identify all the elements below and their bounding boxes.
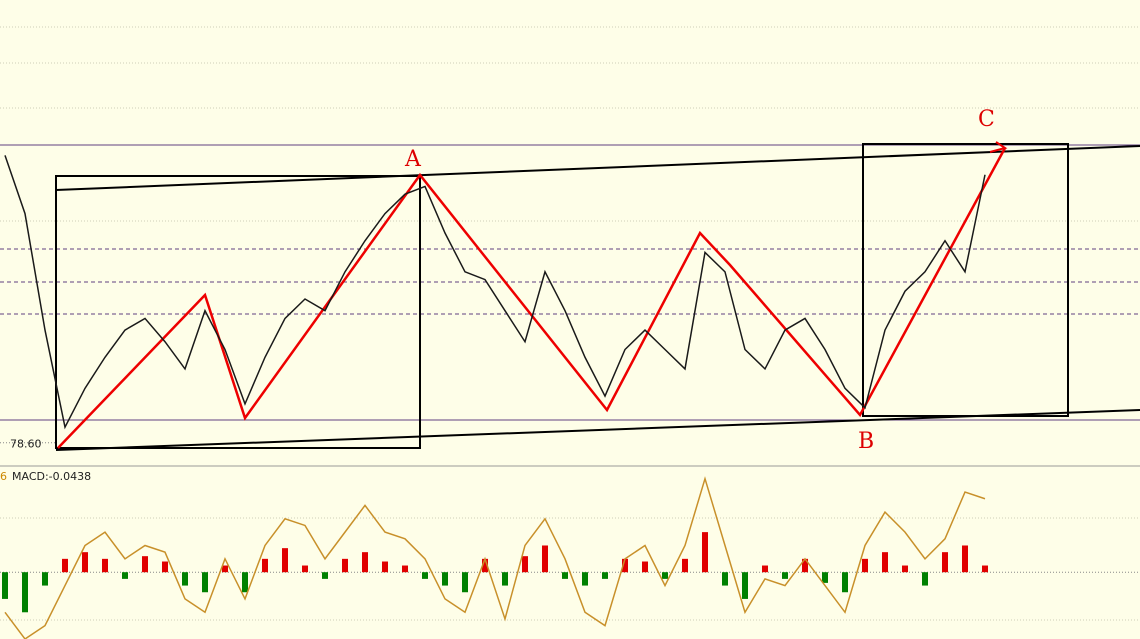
macd-bar xyxy=(902,565,908,573)
macd-bar xyxy=(282,548,288,573)
macd-bar xyxy=(182,572,188,586)
macd-bar xyxy=(602,572,608,579)
macd-bar xyxy=(482,558,488,573)
macd-bar xyxy=(722,572,728,586)
macd-bar xyxy=(462,572,468,593)
macd-bar xyxy=(262,558,268,573)
macd-bar xyxy=(802,558,808,573)
dif-line xyxy=(4,476,986,639)
boxes xyxy=(55,143,1140,451)
macd-bar xyxy=(862,558,868,573)
macd-bar xyxy=(142,556,148,573)
macd-bar xyxy=(762,565,768,573)
macd-bar xyxy=(942,552,948,573)
macd-bar xyxy=(322,572,328,579)
annotation: A xyxy=(404,147,422,172)
macd-bar xyxy=(362,552,368,573)
macd-bar xyxy=(302,565,308,573)
macd-bar xyxy=(162,561,168,573)
macd-bar xyxy=(242,572,248,593)
grid xyxy=(0,26,1140,621)
y-tick-label: 78.60 xyxy=(10,438,42,451)
macd-bar xyxy=(582,572,588,586)
macd-bar xyxy=(22,572,28,613)
macd-bar xyxy=(122,572,128,579)
levels xyxy=(0,144,1140,421)
macd-bar xyxy=(382,561,388,573)
macd-bar xyxy=(682,558,688,573)
macd-bar xyxy=(882,552,888,573)
annotation: B xyxy=(858,429,874,454)
macd-bar xyxy=(522,556,528,573)
macd-bar xyxy=(82,552,88,573)
macd-bar xyxy=(442,572,448,586)
macd-bar xyxy=(422,572,428,579)
price-line xyxy=(4,155,986,430)
macd-bar xyxy=(622,558,628,573)
macd-bar xyxy=(342,558,348,573)
macd-bar xyxy=(562,572,568,579)
macd-bar xyxy=(202,572,208,593)
indicator-title: MACD:-0.0438 xyxy=(12,470,91,483)
macd-bar xyxy=(842,572,848,593)
macd-bar xyxy=(402,565,408,573)
macd-bar xyxy=(2,572,8,599)
macd-bar xyxy=(502,572,508,586)
macd-bar xyxy=(982,565,988,573)
macd-bar xyxy=(102,558,108,573)
macd-bar xyxy=(922,572,928,586)
macd-bar xyxy=(962,545,968,573)
macd-bar xyxy=(662,572,668,579)
macd-bar xyxy=(62,558,68,573)
macd-bar xyxy=(822,572,828,583)
arrow-head xyxy=(989,141,1008,153)
macd-bar xyxy=(702,532,708,573)
macd-bar xyxy=(782,572,788,579)
macd-bar xyxy=(42,572,48,586)
annotation: C xyxy=(978,107,995,132)
macd-bar xyxy=(542,545,548,573)
macd-bar xyxy=(642,561,648,573)
macd-bar xyxy=(222,565,228,573)
indicator-prefix: 6 xyxy=(0,470,7,483)
macd-bar xyxy=(742,572,748,599)
